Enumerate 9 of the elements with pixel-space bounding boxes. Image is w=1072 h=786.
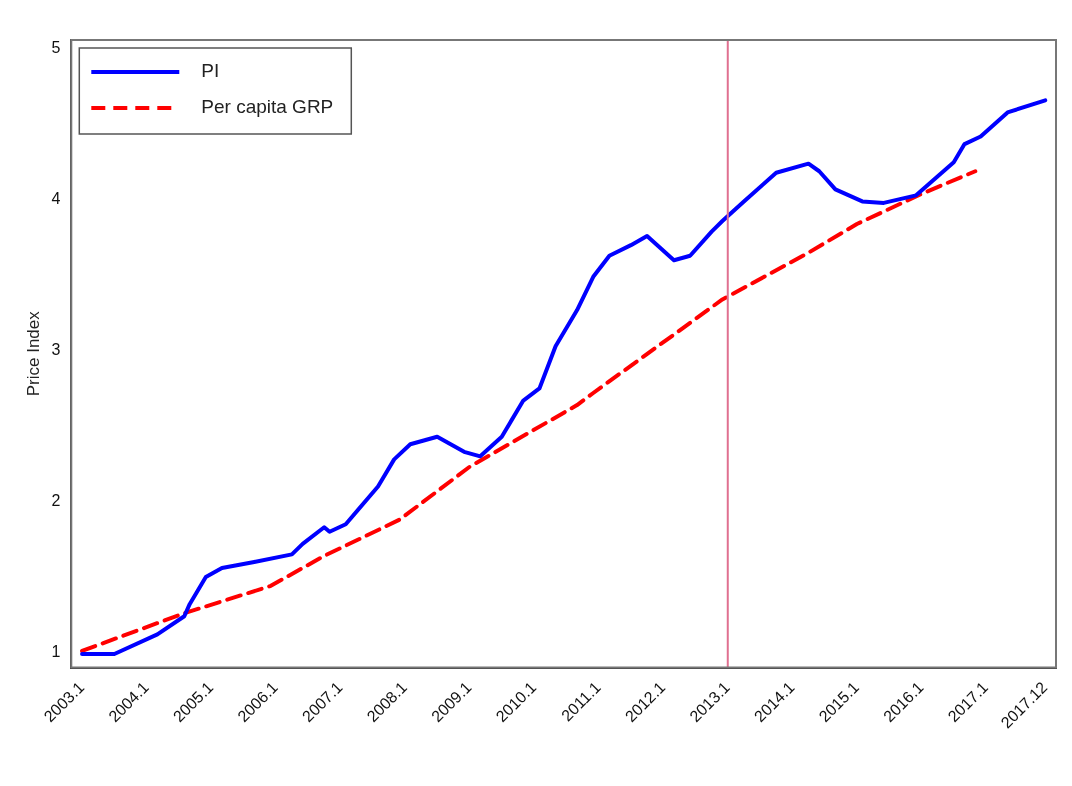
y-axis-title: Price Index [23,310,43,397]
y-tick-label: 3 [51,341,61,359]
legend-label: Per capita GRP [201,96,334,118]
line-series [80,169,978,653]
y-tick-label: 1 [51,642,61,660]
y-tick-label: 4 [51,190,61,208]
legend-label: PI [201,60,220,82]
y-tick-label: 5 [51,39,61,57]
y-tick-label: 2 [51,492,61,509]
